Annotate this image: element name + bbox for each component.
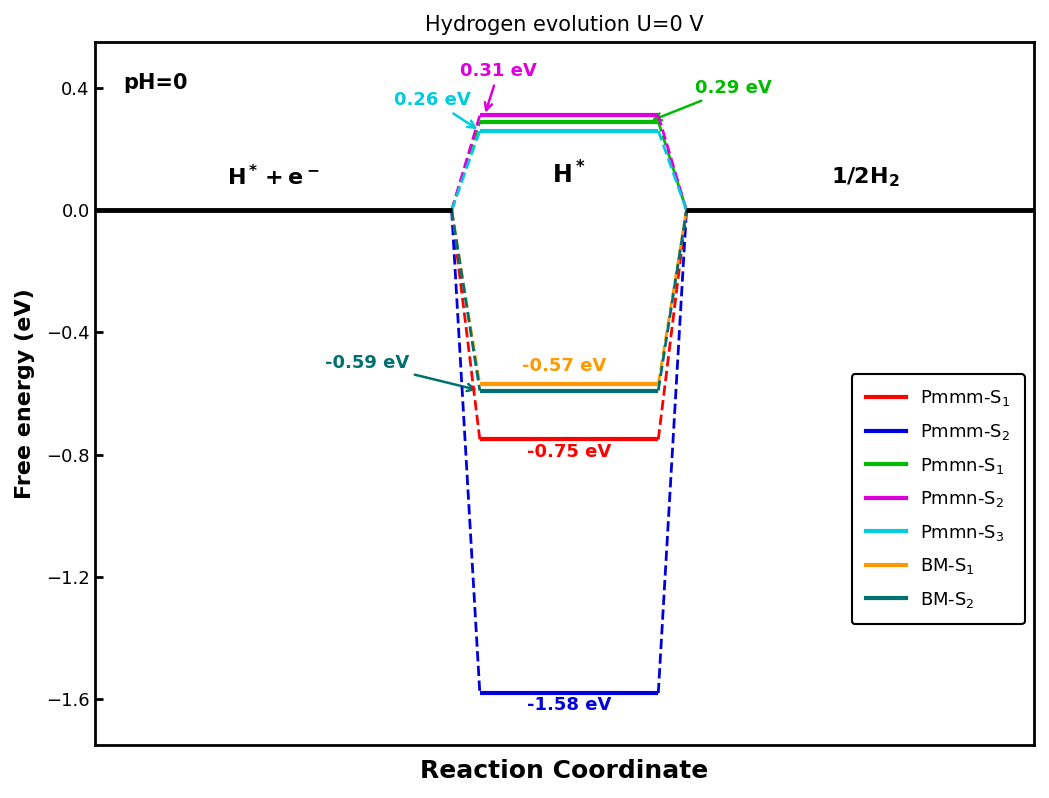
Text: pH=0: pH=0 (123, 73, 188, 93)
X-axis label: Reaction Coordinate: Reaction Coordinate (421, 759, 708, 783)
Text: $\mathbf{1/2H_2}$: $\mathbf{1/2H_2}$ (831, 165, 899, 189)
Text: -0.59 eV: -0.59 eV (325, 354, 474, 391)
Legend: Pmmm-S$_1$, Pmmm-S$_2$, Pmmn-S$_1$, Pmmn-S$_2$, Pmmn-S$_3$, BM-S$_1$, BM-S$_2$: Pmmm-S$_1$, Pmmm-S$_2$, Pmmn-S$_1$, Pmmn… (852, 374, 1025, 624)
Text: $\mathbf{H^*+e^-}$: $\mathbf{H^*+e^-}$ (227, 164, 320, 189)
Text: $\mathbf{H^*}$: $\mathbf{H^*}$ (552, 162, 585, 189)
Text: -1.58 eV: -1.58 eV (527, 697, 612, 714)
Text: 0.31 eV: 0.31 eV (461, 62, 537, 110)
Text: 0.26 eV: 0.26 eV (394, 91, 475, 128)
Text: 0.29 eV: 0.29 eV (655, 79, 772, 120)
Y-axis label: Free energy (eV): Free energy (eV) (15, 288, 35, 499)
Text: -0.75 eV: -0.75 eV (527, 443, 612, 460)
Text: -0.57 eV: -0.57 eV (522, 357, 606, 375)
Title: Hydrogen evolution U=0 V: Hydrogen evolution U=0 V (425, 15, 704, 35)
